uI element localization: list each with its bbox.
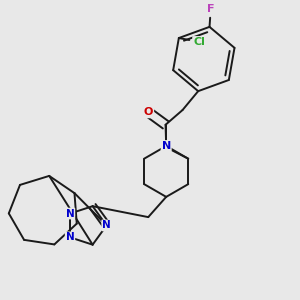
Text: F: F <box>207 4 214 14</box>
Text: O: O <box>144 107 153 117</box>
Text: N: N <box>102 220 111 230</box>
Text: N: N <box>66 208 74 218</box>
Text: Cl: Cl <box>193 37 205 47</box>
Text: N: N <box>66 232 74 242</box>
Text: N: N <box>162 141 171 151</box>
